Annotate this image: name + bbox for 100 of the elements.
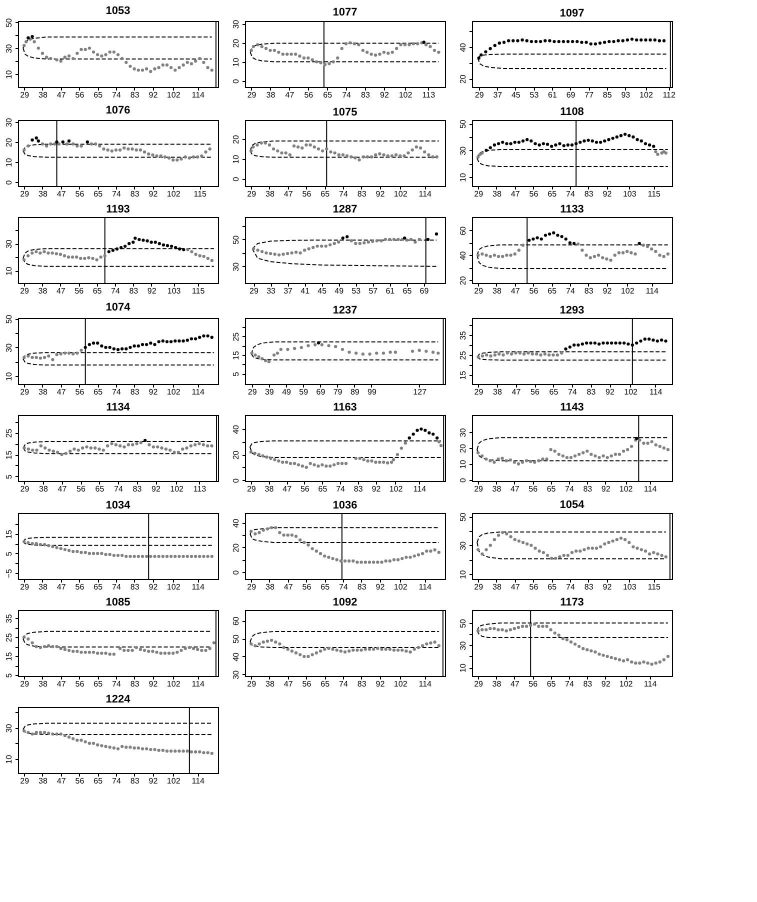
x-tick-label: 65 xyxy=(94,90,104,100)
x-tick-label: 115 xyxy=(192,286,206,296)
x-tick-label: 38 xyxy=(266,582,275,592)
x-tick-label: 92 xyxy=(152,484,161,494)
x-tick-label: 83 xyxy=(354,484,364,494)
x-tick-label: 56 xyxy=(304,90,314,100)
x-tick-label: 38 xyxy=(38,190,48,198)
x-tick-label: 29 xyxy=(474,190,484,198)
x-tick-label: 74 xyxy=(112,776,122,786)
x-tick-label: 83 xyxy=(584,582,594,592)
x-tick-label: 83 xyxy=(130,190,140,198)
y-tick-label: 25 xyxy=(4,428,14,438)
x-tick-label: 102 xyxy=(394,190,408,198)
y-tick-label: 50 xyxy=(458,119,468,129)
x-tick-label: 92 xyxy=(601,484,611,494)
x-tick-label: 69 xyxy=(566,90,576,100)
x-tick-label: 47 xyxy=(510,484,520,494)
x-tick-label: 114 xyxy=(646,286,660,296)
x-tick-label: 38 xyxy=(492,582,502,592)
x-tick-label: 102 xyxy=(166,190,181,198)
chart-title: 1034 xyxy=(106,500,132,512)
x-tick-label: 92 xyxy=(376,680,386,688)
x-tick-label: 102 xyxy=(624,388,638,396)
x-tick-label: 112 xyxy=(662,90,676,100)
x-tick-label: 49 xyxy=(282,388,292,396)
x-tick-label: 92 xyxy=(602,286,612,296)
x-tick-label: 33 xyxy=(266,286,276,296)
x-tick-label: 56 xyxy=(529,582,539,592)
y-tick-label: 10 xyxy=(4,158,14,167)
x-tick-label: 92 xyxy=(148,582,158,592)
x-tick-label: 57 xyxy=(368,286,378,296)
x-tick-label: 56 xyxy=(75,776,85,786)
y-tick-label: 60 xyxy=(232,616,240,626)
x-tick-label: 47 xyxy=(284,582,294,592)
x-tick-label: 29 xyxy=(20,680,30,688)
x-tick-label: 102 xyxy=(389,484,404,494)
x-tick-label: 74 xyxy=(111,286,120,296)
x-tick-label: 56 xyxy=(530,388,540,396)
y-tick-label: 0 xyxy=(232,176,240,182)
x-tick-label: 92 xyxy=(380,90,390,100)
x-tick-label: 85 xyxy=(602,90,612,100)
x-tick-label: 65 xyxy=(546,680,556,688)
x-tick-label: 102 xyxy=(166,582,181,592)
x-tick-label: 47 xyxy=(510,680,520,688)
x-tick-label: 59 xyxy=(299,388,309,396)
x-tick-label: 65 xyxy=(94,582,104,592)
chart-title: 1173 xyxy=(560,596,584,608)
x-tick-label: 65 xyxy=(318,484,328,494)
x-tick-label: 45 xyxy=(511,90,521,100)
x-tick-label: 69 xyxy=(420,286,430,296)
x-tick-label: 74 xyxy=(339,190,348,198)
y-tick-label: 0 xyxy=(4,180,14,185)
x-tick-label: 29 xyxy=(250,286,260,296)
x-tick-label: 65 xyxy=(94,190,104,198)
y-tick-label: 5 xyxy=(4,551,14,556)
x-tick-label: 65 xyxy=(92,286,102,296)
x-tick-label: 47 xyxy=(510,190,520,198)
x-tick-label: 83 xyxy=(130,776,140,786)
x-tick-label: 56 xyxy=(529,286,539,296)
x-tick-label: 29 xyxy=(20,190,30,198)
x-tick-label: 56 xyxy=(76,484,86,494)
y-tick-label: 5 xyxy=(232,371,240,376)
x-tick-label: 83 xyxy=(586,388,596,396)
chart-title: 1036 xyxy=(332,500,358,512)
y-tick-label: 10 xyxy=(4,372,14,382)
x-tick-label: 114 xyxy=(418,190,432,198)
x-tick-label: 65 xyxy=(320,582,330,592)
x-tick-label: 29 xyxy=(474,90,484,100)
x-tick-label: 56 xyxy=(302,190,312,198)
chart-title: 1133 xyxy=(560,204,584,216)
x-tick-label: 74 xyxy=(112,90,122,100)
x-tick-label: 45 xyxy=(318,286,328,296)
y-tick-label: 20 xyxy=(232,450,240,460)
y-tick-label: 40 xyxy=(232,518,240,528)
x-tick-label: 47 xyxy=(510,582,520,592)
x-tick-label: 114 xyxy=(192,582,206,592)
chart-title: 1076 xyxy=(106,104,130,117)
x-tick-label: 29 xyxy=(20,286,30,296)
x-tick-label: 102 xyxy=(166,776,181,786)
y-tick-label: 40 xyxy=(232,424,240,434)
x-tick-label: 65 xyxy=(548,286,558,296)
x-tick-label: 92 xyxy=(376,190,386,198)
x-tick-label: 114 xyxy=(418,582,432,592)
x-tick-label: 38 xyxy=(39,484,48,494)
x-tick-label: 47 xyxy=(284,680,294,688)
x-tick-label: 47 xyxy=(56,388,66,396)
x-tick-label: 92 xyxy=(148,680,158,688)
x-tick-label: 114 xyxy=(192,776,206,786)
y-tick-label: 15 xyxy=(4,652,14,662)
y-tick-label: 25 xyxy=(458,350,468,360)
x-tick-label: 65 xyxy=(94,388,104,396)
y-tick-label: 50 xyxy=(232,234,240,244)
x-tick-label: 83 xyxy=(130,680,140,688)
x-tick-label: 83 xyxy=(583,484,593,494)
y-tick-label: 30 xyxy=(232,262,240,272)
x-tick-label: 114 xyxy=(644,680,658,688)
y-tick-label: 10 xyxy=(458,570,468,580)
x-tick-label: 83 xyxy=(129,286,139,296)
x-tick-label: 93 xyxy=(621,90,631,100)
x-tick-label: 65 xyxy=(549,388,559,396)
